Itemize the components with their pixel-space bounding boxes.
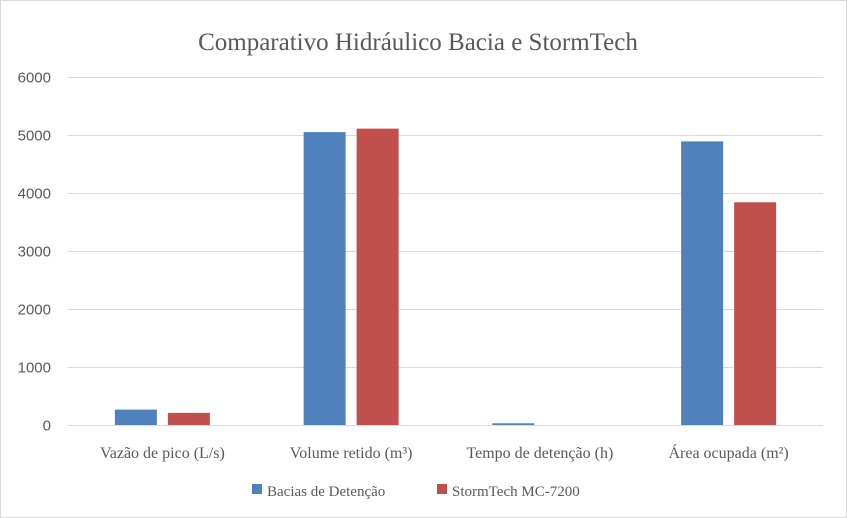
y-tick-label: 0 xyxy=(43,418,51,435)
legend-swatch xyxy=(252,484,262,494)
y-tick-label: 6000 xyxy=(18,70,51,87)
y-tick-label: 3000 xyxy=(18,244,51,261)
x-axis-categories: Vazão de pico (L/s) Volume retido (m³) Tem… xyxy=(100,443,789,462)
chart-title: Comparativo Hidráulico Bacia e StormTech xyxy=(198,29,638,56)
bar xyxy=(114,409,157,425)
y-tick-label: 2000 xyxy=(18,302,51,319)
bar xyxy=(734,202,777,425)
bar xyxy=(303,132,346,425)
legend-swatch xyxy=(437,484,447,494)
bar xyxy=(356,128,399,425)
legend: Bacias de Detenção StormTech MC-7200 xyxy=(252,484,580,500)
category-label: Tempo de detenção (h) xyxy=(466,445,613,462)
bars xyxy=(114,128,777,425)
bar xyxy=(681,141,724,425)
legend-label: Bacias de Detenção xyxy=(267,484,385,500)
y-axis-ticks: 0 1000 2000 3000 4000 5000 6000 xyxy=(18,70,51,435)
y-tick-label: 4000 xyxy=(18,186,51,203)
category-label: Volume retido (m³) xyxy=(290,445,413,462)
y-tick-label: 1000 xyxy=(18,360,51,377)
bar xyxy=(492,423,535,425)
category-label: Vazão de pico (L/s) xyxy=(100,445,225,462)
bar xyxy=(167,412,210,425)
gridlines xyxy=(68,77,823,426)
y-tick-label: 5000 xyxy=(18,128,51,145)
category-label: Área ocupada (m²) xyxy=(668,443,788,462)
legend-label: StormTech MC-7200 xyxy=(452,484,580,500)
